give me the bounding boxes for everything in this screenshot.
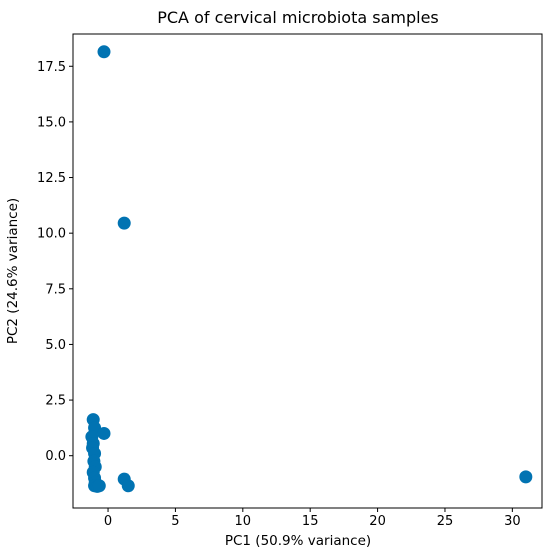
x-tick-label: 25 — [437, 514, 454, 529]
x-tick-label: 0 — [104, 514, 112, 529]
ticks-layer: 0 5 10 15 20 25 30 0.0 2.5 5.0 7.5 10.0 12.5 15.0 17.5 — [37, 60, 521, 529]
data-point-2 — [117, 216, 131, 230]
data-point-1 — [97, 45, 111, 59]
x-axis-label: PC1 (50.9% variance) — [225, 533, 371, 549]
y-axis-label: PC2 (24.6% variance) — [5, 198, 21, 344]
y-tick-label: 15.0 — [37, 115, 66, 130]
x-tick-label: 15 — [302, 514, 319, 529]
y-tick-label: 7.5 — [45, 282, 66, 297]
data-point-5 — [97, 426, 111, 440]
points-layer — [85, 45, 533, 493]
data-point-20 — [519, 470, 533, 484]
chart-title: PCA of cervical microbiota samples — [157, 8, 439, 27]
y-tick-label: 5.0 — [45, 338, 66, 353]
y-tick-label: 10.0 — [37, 227, 66, 242]
data-point-17 — [92, 479, 106, 493]
y-tick-label: 0.0 — [45, 449, 66, 464]
plot-frame — [72, 33, 543, 509]
x-tick-label: 5 — [171, 514, 179, 529]
x-tick-label: 10 — [235, 514, 252, 529]
x-tick-label: 20 — [369, 514, 386, 529]
x-tick-label: 30 — [504, 514, 521, 529]
y-tick-label: 17.5 — [37, 60, 66, 75]
y-tick-label: 12.5 — [37, 171, 66, 186]
data-point-19 — [121, 479, 135, 493]
y-tick-label: 2.5 — [45, 394, 66, 409]
